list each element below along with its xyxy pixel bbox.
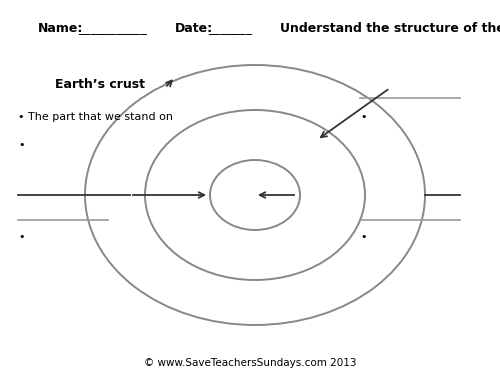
- Text: Earth’s crust: Earth’s crust: [55, 78, 145, 91]
- Text: • The part that we stand on: • The part that we stand on: [18, 112, 173, 122]
- Text: © www.SaveTeachersSundays.com 2013: © www.SaveTeachersSundays.com 2013: [144, 358, 356, 368]
- Text: Name:: Name:: [38, 22, 84, 35]
- Text: •: •: [360, 232, 366, 242]
- Text: •: •: [18, 140, 25, 150]
- Text: •: •: [18, 232, 25, 242]
- Text: Understand the structure of the Earth: Understand the structure of the Earth: [280, 22, 500, 35]
- Text: ___________: ___________: [78, 22, 147, 35]
- Text: Date:: Date:: [175, 22, 213, 35]
- Text: •: •: [360, 112, 366, 122]
- Text: _______: _______: [208, 22, 252, 35]
